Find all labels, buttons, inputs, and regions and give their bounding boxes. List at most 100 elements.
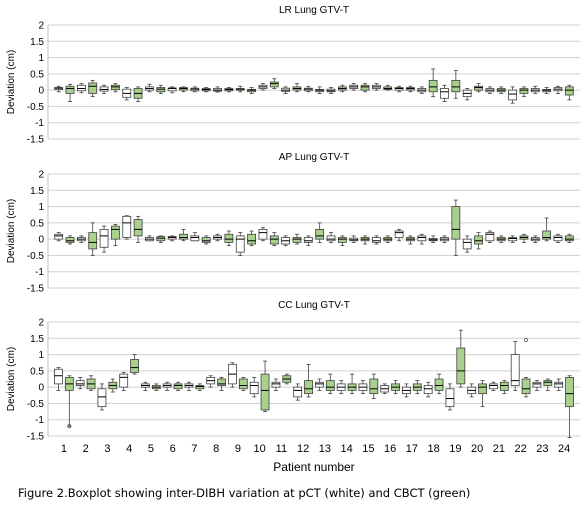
box-pct	[303, 85, 313, 93]
panel-title: AP Lung GTV-T	[279, 152, 349, 163]
box-cbct	[88, 222, 98, 256]
box-cbct	[315, 222, 325, 243]
box-cbct	[201, 87, 211, 93]
box-cbct	[65, 83, 75, 102]
box-body	[179, 233, 188, 240]
box-pct	[489, 381, 498, 391]
box-cbct	[451, 70, 461, 99]
y-tick-label: 1	[38, 53, 44, 64]
y-tick-label: 2	[38, 318, 44, 329]
box-cbct	[156, 84, 166, 94]
box-cbct	[391, 380, 400, 395]
box-body	[519, 88, 529, 94]
box-cbct	[201, 235, 211, 245]
box-pct	[402, 383, 411, 398]
box-body	[542, 230, 552, 240]
box-cbct	[224, 230, 234, 247]
box-body	[445, 388, 455, 408]
box-pct	[167, 86, 177, 94]
box-pct	[99, 84, 109, 94]
box-cbct	[247, 87, 256, 94]
box-pct	[530, 235, 540, 243]
box-pct	[467, 383, 477, 398]
y-axis-label: Deviation (cm)	[6, 199, 17, 263]
y-tick-label: -1	[35, 415, 44, 426]
box-cbct	[282, 373, 292, 385]
y-tick-label: -1	[35, 118, 44, 129]
box-body	[303, 237, 313, 243]
x-tick-label: 5	[148, 443, 154, 455]
box-pct	[358, 380, 368, 395]
x-tick-label: 22	[515, 443, 527, 455]
box-pct	[417, 233, 427, 245]
box-body	[173, 383, 183, 390]
x-tick-label: 20	[471, 443, 483, 455]
box-pct	[462, 235, 472, 253]
box-pct	[228, 362, 237, 388]
box-body	[428, 79, 438, 93]
box-pct	[119, 372, 129, 391]
box-body	[190, 235, 200, 242]
box-body	[372, 237, 381, 243]
box-cbct	[519, 86, 529, 98]
box-cbct	[519, 233, 529, 243]
box-cbct	[337, 84, 347, 93]
box-pct	[122, 215, 132, 240]
y-tick-label: -1.5	[27, 284, 45, 295]
box-body	[99, 228, 109, 248]
box-cbct	[543, 378, 553, 391]
box-pct	[380, 383, 390, 395]
x-tick-label: 2	[83, 443, 89, 455]
box-body	[167, 87, 177, 92]
box-body	[65, 85, 75, 94]
y-tick-label: 1	[38, 350, 44, 361]
x-tick-label: 10	[254, 443, 266, 455]
box-cbct	[269, 78, 279, 89]
box-pct	[530, 85, 540, 94]
box-cbct	[173, 381, 183, 391]
box-body	[360, 84, 370, 91]
box-body	[554, 381, 564, 388]
x-tick-label: 8	[213, 443, 219, 455]
y-tick-label: 0.5	[30, 218, 44, 229]
box-cbct	[133, 215, 143, 243]
box-pct	[423, 381, 433, 398]
box-body	[130, 359, 139, 373]
box-cbct	[521, 376, 531, 398]
box-body	[224, 233, 234, 243]
box-body	[195, 385, 205, 390]
x-tick-label: 19	[449, 443, 461, 455]
box-cbct	[406, 235, 415, 245]
y-tick-label: 0	[38, 86, 44, 97]
x-tick-label: 17	[406, 443, 418, 455]
box-pct	[97, 383, 107, 411]
box-body	[111, 225, 120, 240]
box-cbct	[496, 86, 506, 94]
box-pct	[293, 383, 303, 401]
box-cbct	[542, 217, 552, 242]
box-pct	[54, 85, 64, 93]
box-body	[201, 237, 211, 243]
box-cbct	[304, 363, 313, 398]
box-body	[417, 235, 427, 242]
box-body	[565, 376, 574, 408]
x-tick-label: 18	[428, 443, 440, 455]
y-tick-label: 0	[38, 235, 44, 246]
panel-title: LR Lung GTV-T	[279, 5, 349, 16]
box-pct	[167, 235, 177, 242]
box-body	[325, 380, 335, 391]
box-body	[217, 378, 226, 386]
box-pct	[235, 85, 245, 93]
y-tick-label: 1.5	[30, 334, 44, 345]
box-pct	[162, 381, 172, 391]
box-cbct	[86, 375, 96, 391]
box-pct	[213, 86, 222, 93]
panel-2: AP Lung GTV-T 2 1.5 1 0.5 0 -0.5 -1 -1.5 Deviatio…	[6, 152, 580, 295]
box-cbct	[88, 79, 98, 98]
box-cbct	[347, 373, 357, 395]
box-pct	[76, 235, 86, 243]
box-pct	[258, 227, 268, 242]
x-tick-label: 6	[170, 443, 176, 455]
box-cbct	[369, 373, 379, 399]
box-body	[65, 237, 75, 243]
